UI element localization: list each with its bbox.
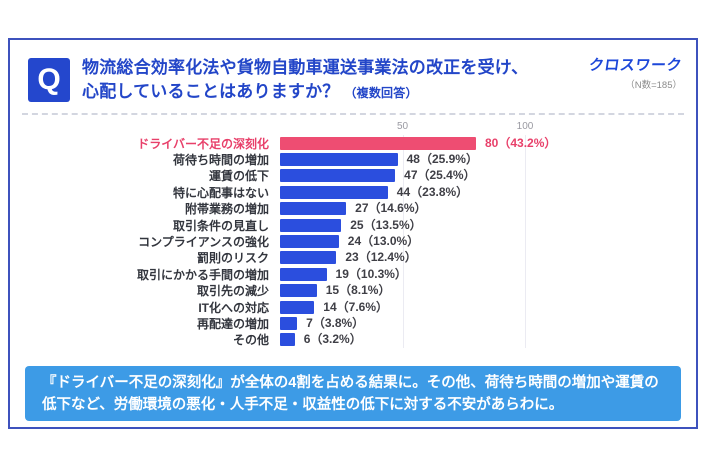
bar bbox=[280, 316, 298, 330]
category-label: 取引条件の見直し bbox=[172, 218, 269, 233]
chart-row: 運賃の低下 47（25.4%） bbox=[10, 168, 696, 184]
bar-track: 48（25.9%） bbox=[280, 152, 696, 167]
category-label: 附帯業務の増加 bbox=[184, 202, 269, 217]
bar-track: 44（23.8%） bbox=[280, 184, 696, 199]
question-icon-letter: Q bbox=[37, 63, 61, 96]
category-label: 取引先の減少 bbox=[196, 284, 269, 299]
question-icon: Q bbox=[28, 58, 70, 102]
chart-rows: ドライバー不足の深刻化 80（43.2%） 荷待ち時間の増加 48（25.9%） 運賃の… bbox=[10, 135, 696, 349]
sample-size-label: （N数=185） bbox=[625, 80, 682, 91]
chart-row: 荷待ち時間の増加 48（25.9%） bbox=[10, 151, 696, 168]
value-label: 19（10.3%） bbox=[335, 266, 407, 281]
bar bbox=[280, 169, 396, 183]
category-label: その他 bbox=[232, 333, 269, 348]
summary-line2: 低下など、労働環境の悪化・人手不足・収益性の低下に対する不安があらわに。 bbox=[42, 397, 564, 413]
chart-row: IT化への対応 14（7.6%） bbox=[10, 299, 696, 315]
category-label: 罰則のリスク bbox=[196, 251, 269, 266]
category-label: 取引にかかる手間の増加 bbox=[136, 267, 269, 282]
bar-track: 7（3.8%） bbox=[280, 315, 696, 330]
bar-track: 23（12.4%） bbox=[280, 250, 696, 265]
summary-callout: 『ドライバー不足の深刻化』が全体の4割を占める結果に。その他、荷待ち時間の増加や… bbox=[25, 366, 681, 421]
bar bbox=[280, 300, 315, 314]
chart-row: 附帯業務の増加 27（14.6%） bbox=[10, 201, 696, 217]
gridline bbox=[402, 135, 404, 349]
header: Q 物流総合効率化法や貨物自動車運送事業法の改正を受け、 心配していることはあり… bbox=[10, 40, 696, 113]
chart-row: 特に心配事はない 44（23.8%） bbox=[10, 184, 696, 200]
bar-track: 80（43.2%） bbox=[280, 135, 696, 150]
chart-row: 再配達の増加 7（3.8%） bbox=[10, 315, 696, 331]
brand-block: クロスワーク （N数=185） bbox=[587, 54, 684, 91]
value-label: 7（3.8%） bbox=[306, 315, 365, 330]
chart-row: その他 6（3.2%） bbox=[10, 332, 696, 348]
bar-track: 19（10.3%） bbox=[280, 266, 696, 281]
bar bbox=[280, 267, 327, 281]
value-label: 23（12.4%） bbox=[345, 250, 417, 265]
question-title: 物流総合効率化法や貨物自動車運送事業法の改正を受け、 心配していることはあります… bbox=[82, 56, 528, 105]
value-label: 48（25.9%） bbox=[406, 152, 478, 167]
question-title-line2-text: 心配していることはありますか？ bbox=[82, 82, 340, 101]
bar-track: 15（8.1%） bbox=[280, 283, 696, 298]
value-label: 24（13.0%） bbox=[347, 234, 420, 249]
bar-track: 47（25.4%） bbox=[280, 168, 696, 183]
bar bbox=[280, 153, 398, 167]
value-label: 14（7.6%） bbox=[323, 299, 388, 314]
bar bbox=[280, 202, 347, 216]
x-axis-tick-label: 50 bbox=[396, 121, 409, 132]
chart-row: ドライバー不足の深刻化 80（43.2%） bbox=[10, 135, 696, 151]
bar bbox=[280, 235, 339, 249]
bar bbox=[280, 185, 388, 199]
x-axis-tick-label: 100 bbox=[516, 121, 534, 132]
bar bbox=[280, 136, 476, 150]
category-label: 荷待ち時間の増加 bbox=[172, 153, 269, 168]
bar-track: 14（7.6%） bbox=[280, 299, 696, 314]
value-label: 25（13.5%） bbox=[350, 217, 422, 232]
value-label: 6（3.2%） bbox=[303, 332, 362, 347]
category-label: 運賃の低下 bbox=[208, 169, 269, 184]
bar bbox=[280, 218, 342, 232]
chart-row: コンプライアンスの強化 24（13.0%） bbox=[10, 233, 696, 250]
brand-logo: クロスワーク bbox=[587, 57, 684, 74]
chart-row: 取引先の減少 15（8.1%） bbox=[10, 283, 696, 299]
value-label: 80（43.2%） bbox=[485, 135, 557, 150]
gridline bbox=[525, 135, 526, 349]
category-label: 再配達の増加 bbox=[196, 317, 269, 331]
category-label: 特に心配事はない bbox=[172, 185, 269, 200]
chart-row: 取引にかかる手間の増加 19（10.3%） bbox=[10, 266, 696, 282]
summary-line1: 『ドライバー不足の深刻化』が全体の4割を占める結果に。その他、荷待ち時間の増加や… bbox=[42, 375, 659, 391]
x-axis-ticks: 50 100 bbox=[10, 120, 696, 135]
bar-track: 25（13.5%） bbox=[280, 217, 696, 232]
survey-card: Q 物流総合効率化法や貨物自動車運送事業法の改正を受け、 心配していることはあり… bbox=[8, 38, 698, 429]
chart-row: 取引条件の見直し 25（13.5%） bbox=[10, 217, 696, 233]
question-title-line2: 心配していることはありますか？ （複数回答） bbox=[82, 80, 528, 105]
bar bbox=[280, 284, 317, 298]
value-label: 27（14.6%） bbox=[355, 201, 427, 216]
category-label: ドライバー不足の深刻化 bbox=[137, 136, 269, 151]
question-title-note: （複数回答） bbox=[344, 86, 418, 100]
bar-track: 24（13.0%） bbox=[280, 234, 696, 249]
bar bbox=[280, 333, 295, 347]
category-label: IT化への対応 bbox=[198, 300, 269, 315]
value-label: 44（23.8%） bbox=[396, 184, 469, 199]
bar-chart: 50 100 ドライバー不足の深刻化 80（43.2%） 荷待ち時間の増加 48（25.… bbox=[10, 120, 696, 349]
bar bbox=[280, 251, 337, 265]
chart-row: 罰則のリスク 23（12.4%） bbox=[10, 250, 696, 266]
bar-track: 6（3.2%） bbox=[280, 332, 696, 347]
category-label: コンプライアンスの強化 bbox=[138, 235, 269, 250]
question-title-line1: 物流総合効率化法や貨物自動車運送事業法の改正を受け、 bbox=[82, 58, 529, 77]
bar-track: 27（14.6%） bbox=[280, 201, 696, 216]
dashed-divider bbox=[22, 113, 684, 115]
value-label: 47（25.4%） bbox=[404, 168, 476, 183]
value-label: 15（8.1%） bbox=[325, 283, 391, 298]
